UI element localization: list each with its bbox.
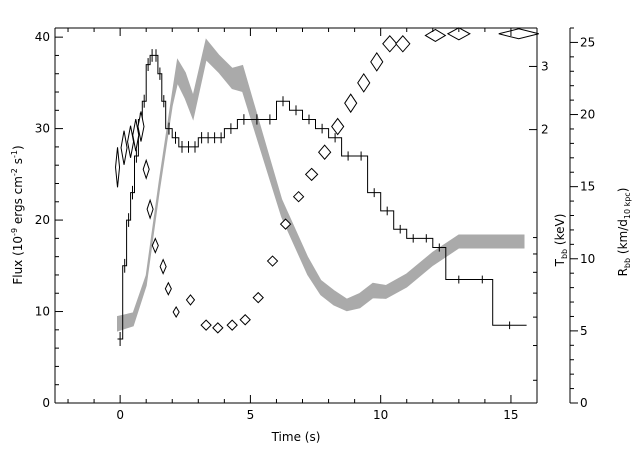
flux-label-exp2: -2 — [10, 168, 19, 176]
flux-tick-label: 30 — [35, 122, 50, 136]
temperature-diamond — [252, 291, 264, 304]
temperature-diamond — [159, 258, 167, 275]
temperature-diamond — [137, 111, 145, 142]
flux-tick-label: 20 — [35, 213, 50, 227]
temperature-diamond — [331, 117, 345, 136]
temperature-tick-label: 3 — [541, 59, 549, 73]
temperature-diamond — [142, 158, 150, 180]
temperature-diamond — [357, 72, 371, 93]
x-tick-label: 5 — [247, 408, 255, 422]
temperature-diamond — [164, 281, 172, 296]
temperature-diamond — [132, 119, 140, 152]
temperature-diamond — [395, 35, 411, 53]
temperature-diamond — [266, 255, 279, 267]
radius-label-sub2: 10 kpc — [623, 192, 632, 219]
temp-label-main: T — [553, 258, 567, 267]
axes-layer — [54, 27, 571, 404]
temperature-diamond — [127, 125, 135, 158]
temperature-diamond — [172, 306, 180, 318]
temperature-diamond — [212, 322, 224, 334]
radius-band — [117, 38, 525, 332]
temperature-diamond — [304, 167, 319, 182]
temperature-diamond — [200, 319, 212, 331]
flux-label-mid: ergs cm — [11, 176, 25, 228]
radius-tick-label: 5 — [580, 324, 588, 338]
radius-tick-label: 0 — [580, 396, 588, 410]
temperature-diamond — [318, 144, 332, 160]
radius-label-sub1: bb — [623, 258, 632, 268]
y-axis-label-temperature: Tbb (keV) — [553, 214, 569, 268]
radius-label-main: R — [616, 268, 630, 276]
x-tick-label: 15 — [503, 408, 518, 422]
temperature-tick-label: 2 — [541, 123, 549, 137]
temperature-diamond — [424, 28, 447, 43]
temperature-diamond — [115, 147, 121, 188]
y-axis-label-flux: Flux (10-9 ergs cm-2 s-1) — [10, 145, 25, 284]
radius-label-end: ) — [616, 188, 630, 193]
temperature-diamond — [370, 51, 384, 72]
temperature-diamond — [292, 190, 305, 203]
temperature-diamonds-layer — [115, 27, 539, 334]
temperature-diamond — [151, 237, 159, 254]
temperature-diamond — [146, 198, 154, 220]
radius-band-layer — [117, 38, 525, 332]
temperature-diamond — [382, 35, 398, 53]
x-axis-label: Time (s) — [271, 430, 321, 444]
radius-tick-label: 20 — [580, 108, 595, 122]
flux-tick-label: 40 — [35, 30, 50, 44]
temperature-diamond — [344, 93, 358, 114]
flux-label-exp1: -9 — [10, 228, 19, 236]
temperature-diamond — [279, 218, 292, 230]
flux-histogram-layer — [117, 49, 527, 346]
flux-tick-label: 0 — [42, 396, 50, 410]
radius-label-mid: (km/d — [616, 219, 630, 258]
flux-label-main: Flux (10 — [11, 236, 25, 285]
flux-label-end: ) — [11, 145, 25, 150]
x-tick-label: 0 — [116, 408, 124, 422]
temperature-diamond — [185, 294, 196, 306]
temperature-diamond — [120, 130, 128, 165]
flux-label-exp3: -1 — [10, 150, 19, 158]
y-axis-label-radius: Rbb (km/d10 kpc) — [616, 188, 632, 277]
temperature-diamond — [226, 319, 238, 331]
temp-label-sub: bb — [560, 249, 569, 259]
x-tick-label: 10 — [373, 408, 388, 422]
temperature-diamond — [239, 314, 251, 326]
radius-tick-label: 25 — [580, 35, 595, 49]
radius-tick-label: 10 — [580, 252, 595, 266]
axis-labels: Time (s) Flux (10-9 ergs cm-2 s-1) Tbb (… — [10, 145, 632, 444]
temperature-diamond — [446, 27, 471, 41]
flux-tick-label: 10 — [35, 305, 50, 319]
temperature-diamond — [498, 28, 539, 40]
flux-label-mid2: s — [11, 158, 25, 168]
flux-histogram — [117, 54, 527, 340]
radius-tick-label: 15 — [580, 180, 595, 194]
temp-label-unit: (keV) — [553, 214, 567, 249]
